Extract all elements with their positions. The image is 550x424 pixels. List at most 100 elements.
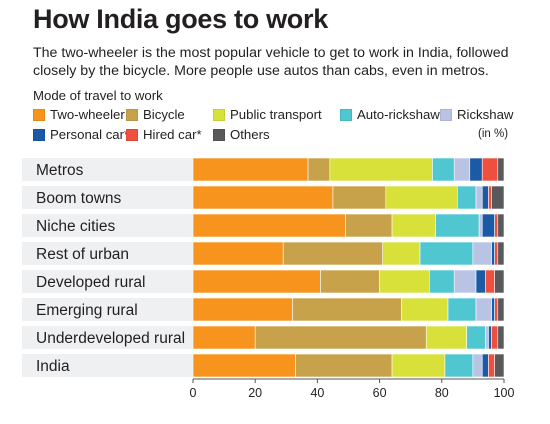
bar-segment	[497, 157, 505, 182]
chart-title: How India goes to work	[33, 4, 328, 34]
bar-segment	[491, 241, 495, 266]
legend-swatch	[340, 108, 352, 121]
bar-segment	[497, 241, 505, 266]
bar-segment	[295, 353, 393, 378]
bar-segment	[307, 157, 331, 182]
bar-segment	[444, 353, 474, 378]
category-label: Metros	[36, 162, 84, 179]
bar-segment	[192, 213, 346, 238]
bar-segment	[497, 297, 505, 322]
legend-label: Auto-rickshaw	[357, 107, 440, 122]
bar-segment	[192, 269, 321, 294]
chart-subtitle: The two-wheeler is the most popular vehi…	[33, 45, 509, 79]
bar-segment	[192, 157, 309, 182]
bar-segment	[488, 325, 492, 350]
bar-segment	[472, 353, 483, 378]
bar-segment	[494, 213, 499, 238]
bar-segment	[494, 353, 505, 378]
x-tick-label: 80	[435, 386, 449, 400]
bar-segment	[481, 157, 499, 182]
bar-segment	[475, 269, 486, 294]
bar-segment	[494, 241, 499, 266]
x-tick-label: 40	[310, 386, 324, 400]
bar-segment	[447, 297, 477, 322]
legend-swatch	[440, 108, 452, 121]
category-label: Developed rural	[36, 274, 145, 291]
bar-segment	[332, 185, 387, 210]
legend-label: Bicycle	[143, 107, 185, 122]
bar-segment	[435, 213, 480, 238]
bar-segment	[485, 325, 489, 350]
bar-segment	[292, 297, 402, 322]
legend-item: Auto-rickshaw	[340, 107, 440, 122]
bar-segment	[382, 241, 421, 266]
bar-segment	[379, 269, 430, 294]
bar-segment	[192, 185, 334, 210]
bar-segment	[192, 325, 256, 350]
legend-title: Mode of travel to work	[33, 88, 163, 103]
bar-segment	[425, 325, 467, 350]
bar-segment	[345, 213, 393, 238]
bar-segment	[282, 241, 384, 266]
legend-item: Rickshaw	[440, 107, 513, 122]
bar-segment	[320, 269, 380, 294]
bar-segment	[466, 325, 486, 350]
bar-segment	[192, 241, 284, 266]
category-label: Rest of urban	[36, 246, 129, 263]
legend-item: Bicycle	[126, 107, 185, 122]
bar-segment	[472, 241, 492, 266]
legend-swatch	[33, 128, 45, 141]
legend-swatch	[126, 108, 138, 121]
bar-segment	[192, 353, 296, 378]
bar-segment	[481, 213, 495, 238]
x-tick-label: 60	[373, 386, 387, 400]
x-tick-label: 0	[190, 386, 197, 400]
bar-segment	[329, 157, 433, 182]
bar-segment	[488, 185, 492, 210]
legend-label: Public transport	[230, 107, 322, 122]
legend-swatch	[213, 108, 225, 121]
legend-label: Rickshaw	[457, 107, 514, 122]
category-label: Niche cities	[36, 218, 115, 235]
bar-segment	[401, 297, 449, 322]
bar-segment	[475, 185, 483, 210]
bar-segment	[488, 353, 495, 378]
bar-segment	[497, 213, 505, 238]
legend-label: Others	[230, 127, 270, 142]
bar-segment	[481, 353, 489, 378]
bar-segment	[478, 213, 483, 238]
legend-item: Personal car*	[33, 127, 129, 142]
legend-swatch	[213, 128, 225, 141]
bar-segment	[432, 157, 455, 182]
legend-item: Hired car*	[126, 127, 202, 142]
legend-swatch	[126, 128, 138, 141]
legend-label: Two-wheeler	[50, 107, 125, 122]
bar-segment	[391, 213, 436, 238]
bar-segment	[254, 325, 427, 350]
category-label: India	[36, 358, 70, 375]
bar-segment	[481, 185, 489, 210]
bar-segment	[494, 297, 499, 322]
bar-segment	[475, 297, 492, 322]
bar-segment	[391, 353, 446, 378]
legend-item: Others	[213, 127, 270, 142]
unit-note: (in %)	[478, 128, 509, 140]
bar-segment	[453, 269, 477, 294]
legend-item: Two-wheeler	[33, 107, 125, 122]
bar-segment	[485, 269, 495, 294]
bar-segment	[419, 241, 474, 266]
bar-segment	[429, 269, 455, 294]
bar-segment	[192, 297, 293, 322]
legend-item: Public transport	[213, 107, 322, 122]
legend-swatch	[33, 108, 45, 121]
category-label: Boom towns	[36, 190, 122, 207]
bar-segment	[469, 157, 483, 182]
category-label: Underdeveloped rural	[36, 330, 185, 347]
x-tick-label: 100	[494, 386, 515, 400]
bar-segment	[497, 325, 505, 350]
category-label: Emerging rural	[36, 302, 138, 319]
x-tick-label: 20	[248, 386, 262, 400]
bar-segment	[453, 157, 471, 182]
bar-segment	[494, 269, 505, 294]
legend-label: Personal car*	[50, 127, 130, 142]
